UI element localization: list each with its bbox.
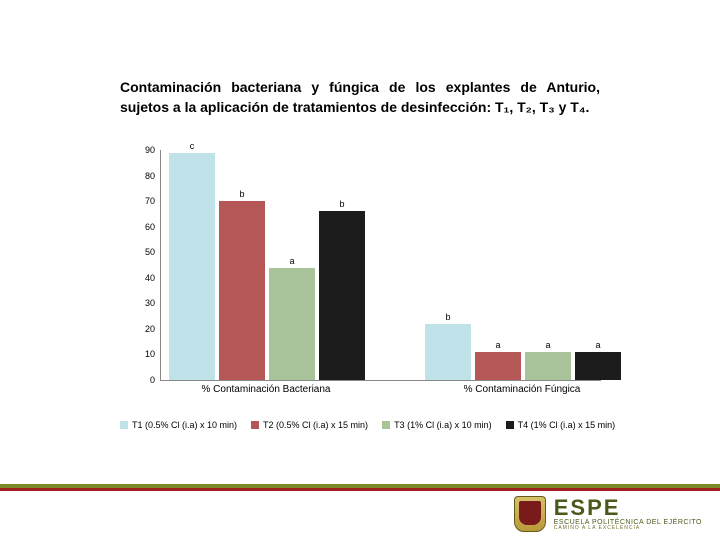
legend-label: T4 (1% Cl (i.a) x 15 min) <box>518 420 616 430</box>
y-tick-label: 20 <box>135 324 155 334</box>
legend-label: T3 (1% Cl (i.a) x 10 min) <box>394 420 492 430</box>
y-tick-label: 30 <box>135 298 155 308</box>
x-group-label: % Contaminación Bacteriana <box>168 384 364 395</box>
bar-letter-label: c <box>169 141 215 151</box>
bar-letter-label: b <box>425 312 471 322</box>
y-tick-label: 0 <box>135 375 155 385</box>
legend: T1 (0.5% Cl (i.a) x 10 min) T2 (0.5% Cl (… <box>120 420 620 430</box>
plot-area: cbabbaaa <box>160 150 601 381</box>
bar-letter-label: a <box>269 256 315 266</box>
x-group-label: % Contaminación Fúngica <box>424 384 620 395</box>
legend-label: T2 (0.5% Cl (i.a) x 15 min) <box>263 420 368 430</box>
logo-main-text: ESPE <box>554 497 702 519</box>
y-tick-label: 90 <box>135 145 155 155</box>
y-tick-label: 70 <box>135 196 155 206</box>
legend-swatch-icon <box>251 421 259 429</box>
legend-swatch-icon <box>382 421 390 429</box>
bar: a <box>525 352 571 380</box>
bar: a <box>575 352 621 380</box>
bar-letter-label: b <box>219 189 265 199</box>
y-tick-label: 10 <box>135 349 155 359</box>
legend-swatch-icon <box>120 421 128 429</box>
y-tick-label: 60 <box>135 222 155 232</box>
footer-line-bottom <box>0 488 720 491</box>
footer-logo: ESPE ESCUELA POLITÉCNICA DEL EJÉRCITO CA… <box>514 494 702 534</box>
logo-shield-icon <box>514 496 546 532</box>
y-tick-label: 80 <box>135 171 155 181</box>
y-tick-label: 40 <box>135 273 155 283</box>
bar: a <box>269 268 315 380</box>
legend-label: T1 (0.5% Cl (i.a) x 10 min) <box>132 420 237 430</box>
chart-title: Contaminación bacteriana y fúngica de lo… <box>120 78 600 117</box>
footer-divider <box>0 484 720 492</box>
bar-letter-label: a <box>575 340 621 350</box>
bar: b <box>219 201 265 380</box>
legend-item: T4 (1% Cl (i.a) x 15 min) <box>506 420 616 430</box>
bar-letter-label: a <box>525 340 571 350</box>
bar: a <box>475 352 521 380</box>
y-tick-label: 50 <box>135 247 155 257</box>
bar-letter-label: a <box>475 340 521 350</box>
legend-item: T1 (0.5% Cl (i.a) x 10 min) <box>120 420 237 430</box>
bar: b <box>319 211 365 380</box>
slide: Contaminación bacteriana y fúngica de lo… <box>0 0 720 540</box>
logo-text: ESPE ESCUELA POLITÉCNICA DEL EJÉRCITO CA… <box>554 497 702 531</box>
legend-swatch-icon <box>506 421 514 429</box>
bar: c <box>169 153 215 380</box>
legend-item: T3 (1% Cl (i.a) x 10 min) <box>382 420 492 430</box>
bar-chart: 0102030405060708090 cbabbaaa % Contamina… <box>135 150 445 400</box>
bar-letter-label: b <box>319 199 365 209</box>
legend-item: T2 (0.5% Cl (i.a) x 15 min) <box>251 420 368 430</box>
logo-sub2-text: CAMINO A LA EXCELENCIA <box>554 526 702 531</box>
bar: b <box>425 324 471 380</box>
